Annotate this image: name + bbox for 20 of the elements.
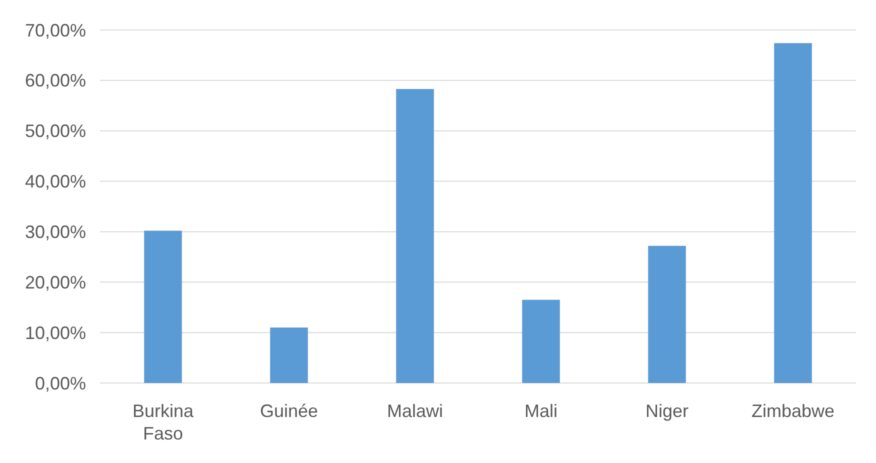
bar — [144, 230, 182, 383]
bar — [396, 89, 434, 383]
bar — [270, 328, 308, 383]
y-tick-label: 60,00% — [24, 70, 86, 91]
y-tick-label: 20,00% — [24, 272, 86, 292]
x-tick-label: Mali — [524, 401, 558, 421]
y-tick-label: 0,00% — [34, 373, 86, 394]
y-tick-label: 50,00% — [24, 121, 86, 142]
y-tick-label: 30,00% — [24, 222, 86, 242]
bar — [648, 246, 686, 383]
x-tick-label: Guinée — [260, 401, 318, 421]
x-tick-label: Zimbabwe — [751, 401, 835, 421]
y-tick-label: 10,00% — [24, 322, 86, 343]
x-tick-label: Burkina Faso — [132, 401, 195, 444]
bar — [774, 43, 812, 383]
x-tick-label: Malawi — [386, 401, 444, 421]
y-tick-label: 40,00% — [24, 172, 86, 192]
bar — [522, 300, 560, 383]
y-tick-label: 70,00% — [24, 20, 86, 40]
x-tick-label: Niger — [645, 401, 689, 421]
